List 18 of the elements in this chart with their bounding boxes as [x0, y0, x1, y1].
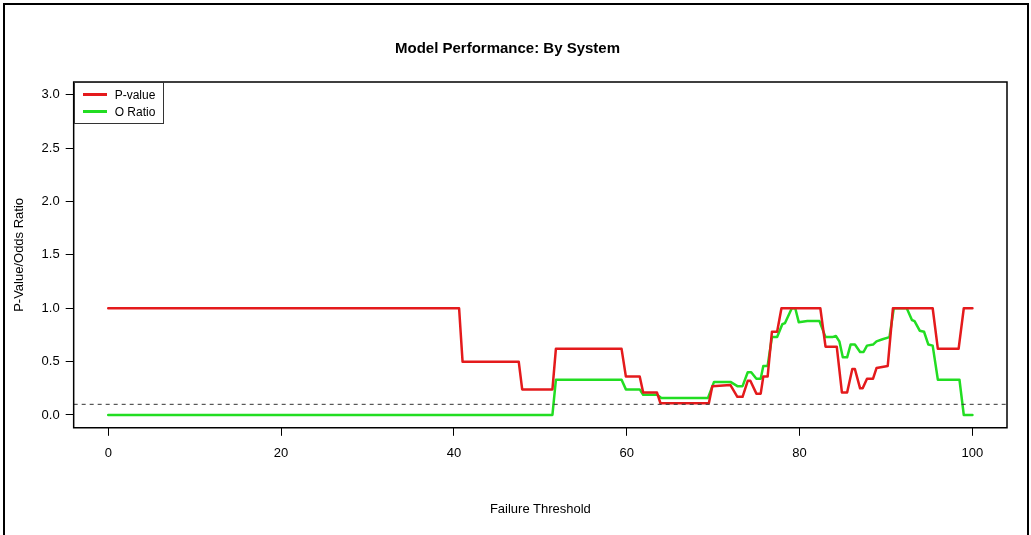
y-tick-label: 2.0 [41, 193, 60, 209]
y-tick-label: 2.5 [41, 139, 60, 155]
x-tick-label: 80 [792, 445, 807, 461]
x-tick-label: 0 [104, 445, 112, 461]
x-tick-label: 40 [446, 445, 462, 461]
x-axis-title: Failure Threshold [489, 500, 591, 516]
x-tick-label: 100 [961, 445, 984, 461]
y-tick-label: 0.5 [41, 353, 60, 369]
legend-label: P-value [114, 87, 156, 102]
x-tick-label: 60 [619, 445, 634, 461]
y-tick-label: 0.0 [41, 406, 60, 422]
y-axis-title: P-Value/Odds Ratio [11, 197, 27, 312]
chart-title: Model Performance: By System [394, 39, 621, 57]
x-tick-label: 20 [273, 445, 289, 461]
y-tick-label: 1.5 [41, 246, 60, 262]
legend-label: O Ratio [114, 104, 156, 119]
y-tick-label: 1.0 [41, 299, 60, 315]
y-tick-label: 3.0 [41, 86, 60, 102]
